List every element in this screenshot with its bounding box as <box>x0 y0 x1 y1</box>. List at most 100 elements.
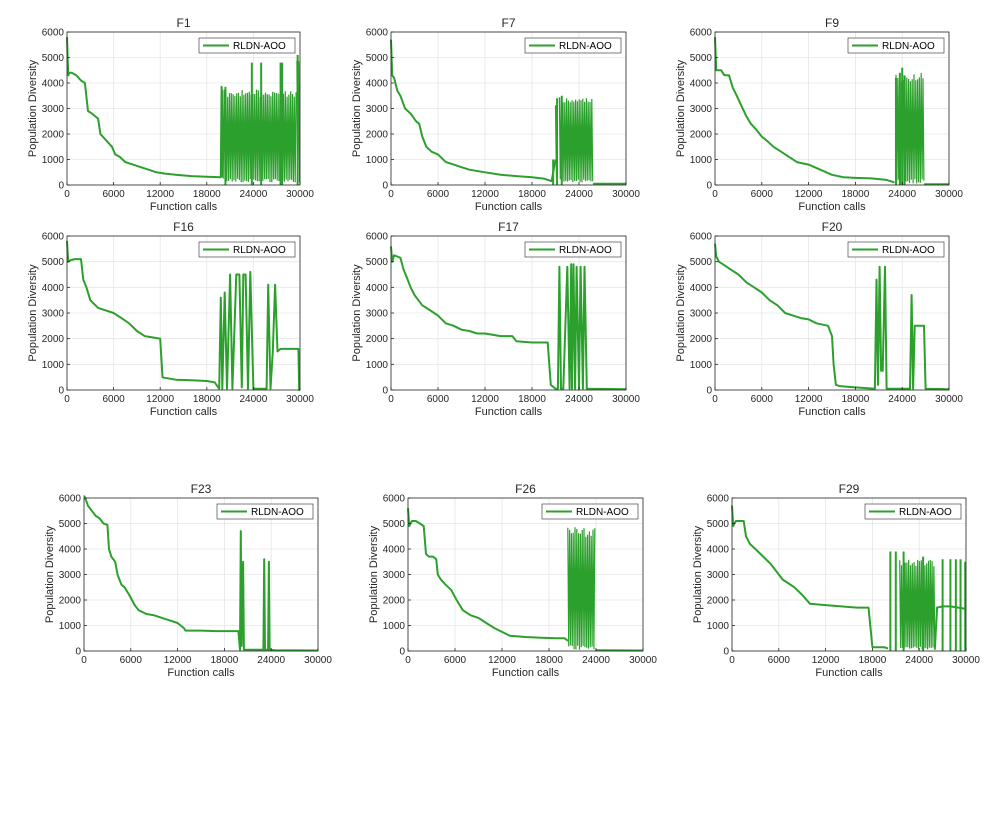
y-tick-label: 2000 <box>366 334 389 345</box>
y-tick-label: 6000 <box>690 28 713 39</box>
y-tick-label: 3000 <box>707 570 730 581</box>
y-tick-label: 2000 <box>366 130 389 141</box>
y-axis-label: Population Diversity <box>27 264 39 362</box>
y-tick-label: 0 <box>706 386 712 397</box>
chart-title: F9 <box>825 16 839 30</box>
legend-label: RLDN-AOO <box>882 41 935 52</box>
legend-label: RLDN-AOO <box>576 507 629 518</box>
y-tick-label: 5000 <box>59 519 82 530</box>
x-tick-label: 0 <box>405 655 411 666</box>
x-tick-label: 30000 <box>612 189 640 200</box>
y-tick-label: 4000 <box>59 545 82 556</box>
y-tick-label: 2000 <box>690 334 713 345</box>
y-tick-label: 5000 <box>383 519 406 530</box>
y-tick-label: 1000 <box>366 360 389 371</box>
x-tick-label: 6000 <box>120 655 143 666</box>
legend: RLDN-AOO <box>525 242 621 257</box>
y-tick-label: 6000 <box>707 494 730 505</box>
chart-title: F29 <box>839 482 860 496</box>
x-tick-label: 12000 <box>795 189 823 200</box>
x-tick-label: 30000 <box>952 655 980 666</box>
x-axis-label: Function calls <box>150 201 218 213</box>
chart-title: F7 <box>501 16 515 30</box>
y-tick-label: 0 <box>382 181 388 192</box>
legend: RLDN-AOO <box>542 504 638 519</box>
x-tick-label: 0 <box>64 394 70 405</box>
legend-label: RLDN-AOO <box>233 245 286 256</box>
legend: RLDN-AOO <box>199 38 295 53</box>
x-tick-label: 6000 <box>751 189 774 200</box>
x-tick-label: 18000 <box>858 655 886 666</box>
x-tick-label: 12000 <box>146 394 174 405</box>
y-tick-label: 3000 <box>42 309 65 320</box>
x-tick-label: 18000 <box>841 189 869 200</box>
y-tick-label: 0 <box>75 647 81 658</box>
y-tick-label: 3000 <box>690 309 713 320</box>
x-tick-label: 0 <box>388 394 394 405</box>
x-tick-label: 12000 <box>471 189 499 200</box>
y-axis-label: Population Diversity <box>27 59 39 157</box>
x-tick-label: 12000 <box>795 394 823 405</box>
y-tick-label: 6000 <box>366 232 389 243</box>
x-axis-label: Function calls <box>798 406 866 418</box>
y-tick-label: 3000 <box>366 309 389 320</box>
y-tick-label: 1000 <box>707 621 730 632</box>
y-tick-label: 3000 <box>59 570 82 581</box>
x-tick-label: 24000 <box>239 189 267 200</box>
chart-title: F26 <box>515 482 536 496</box>
y-axis-label: Population Diversity <box>351 59 363 157</box>
y-tick-label: 2000 <box>690 130 713 141</box>
legend-label: RLDN-AOO <box>233 41 286 52</box>
x-tick-label: 0 <box>64 189 70 200</box>
x-tick-label: 18000 <box>535 655 563 666</box>
y-tick-label: 1000 <box>42 155 65 166</box>
x-tick-label: 6000 <box>751 394 774 405</box>
chart-title: F23 <box>191 482 212 496</box>
x-tick-label: 0 <box>729 655 735 666</box>
x-axis-label: Function calls <box>167 667 235 679</box>
y-tick-label: 3000 <box>366 104 389 115</box>
y-tick-label: 0 <box>723 647 729 658</box>
y-axis-label: Population Diversity <box>44 525 56 623</box>
x-tick-label: 30000 <box>935 394 963 405</box>
x-axis-label: Function calls <box>150 406 218 418</box>
chart-title: F20 <box>822 220 843 234</box>
y-tick-label: 1000 <box>690 360 713 371</box>
legend: RLDN-AOO <box>199 242 295 257</box>
legend-label: RLDN-AOO <box>251 507 304 518</box>
x-tick-label: 30000 <box>629 655 657 666</box>
x-tick-label: 24000 <box>888 189 916 200</box>
y-tick-label: 5000 <box>42 53 65 64</box>
x-tick-label: 0 <box>388 189 394 200</box>
legend-label: RLDN-AOO <box>899 507 952 518</box>
x-tick-label: 24000 <box>565 189 593 200</box>
y-tick-label: 0 <box>399 647 405 658</box>
legend: RLDN-AOO <box>217 504 313 519</box>
y-tick-label: 6000 <box>42 232 65 243</box>
y-tick-label: 6000 <box>366 28 389 39</box>
y-tick-label: 4000 <box>42 79 65 90</box>
x-tick-label: 12000 <box>471 394 499 405</box>
y-tick-label: 0 <box>58 386 64 397</box>
x-tick-label: 6000 <box>102 189 125 200</box>
chart-title: F1 <box>176 16 190 30</box>
y-tick-label: 5000 <box>690 257 713 268</box>
y-tick-label: 6000 <box>42 28 65 39</box>
legend: RLDN-AOO <box>848 38 944 53</box>
x-tick-label: 0 <box>712 189 718 200</box>
y-tick-label: 3000 <box>690 104 713 115</box>
chart-title: F16 <box>173 220 194 234</box>
x-axis-label: Function calls <box>798 201 866 213</box>
x-tick-label: 12000 <box>812 655 840 666</box>
x-tick-label: 24000 <box>905 655 933 666</box>
y-tick-label: 5000 <box>707 519 730 530</box>
x-tick-label: 24000 <box>565 394 593 405</box>
y-axis-label: Population Diversity <box>675 264 687 362</box>
y-tick-label: 2000 <box>42 334 65 345</box>
x-tick-label: 0 <box>81 655 87 666</box>
y-tick-label: 1000 <box>366 155 389 166</box>
y-tick-label: 4000 <box>366 79 389 90</box>
chart-title: F17 <box>498 220 519 234</box>
